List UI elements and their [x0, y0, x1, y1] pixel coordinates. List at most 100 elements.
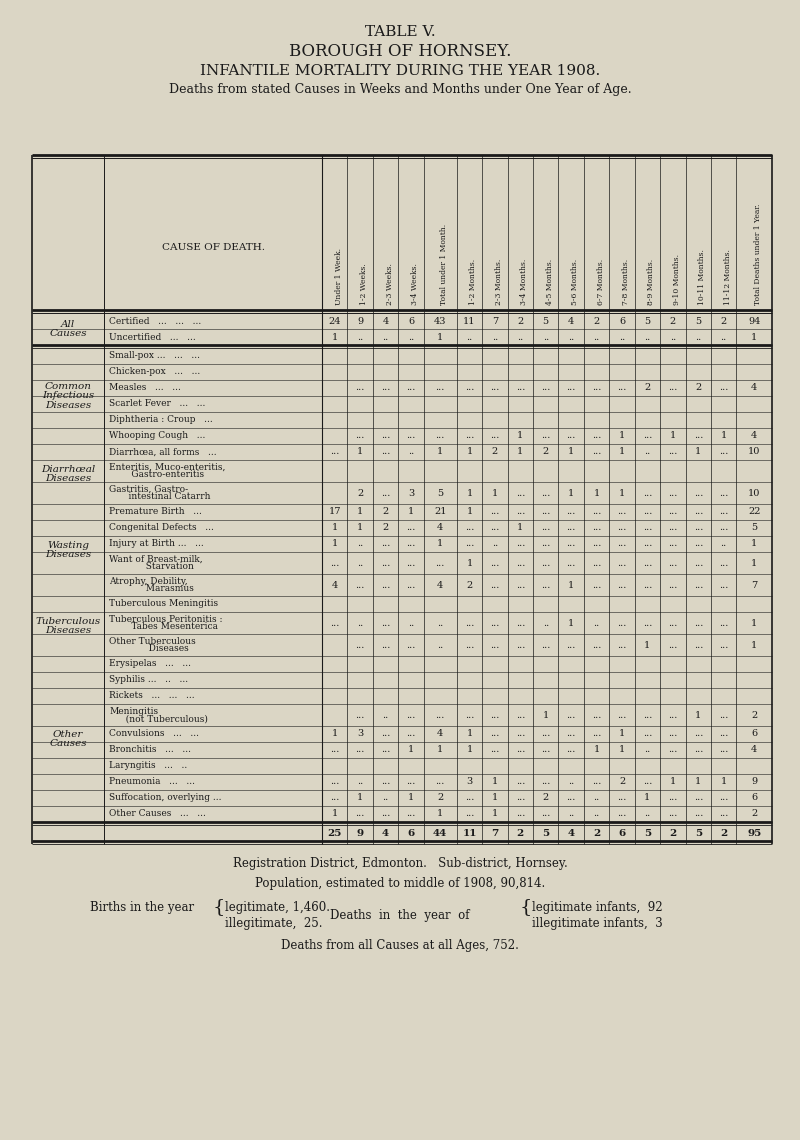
- Text: ..: ..: [357, 619, 363, 627]
- Text: 1: 1: [466, 448, 473, 456]
- Text: 1: 1: [619, 432, 625, 440]
- Text: 4: 4: [382, 317, 389, 326]
- Text: ..: ..: [466, 333, 473, 342]
- Text: 1: 1: [751, 333, 758, 342]
- Text: 1: 1: [568, 619, 574, 627]
- Text: ...: ...: [668, 539, 678, 548]
- Text: ...: ...: [668, 619, 678, 627]
- Text: illegitimate infants,  3: illegitimate infants, 3: [532, 917, 662, 929]
- Text: ...: ...: [516, 489, 525, 497]
- Text: 1: 1: [357, 523, 363, 532]
- Text: Diphtheria : Croup   ...: Diphtheria : Croup ...: [109, 415, 213, 424]
- Text: 10: 10: [748, 448, 760, 456]
- Text: 1: 1: [619, 489, 625, 497]
- Text: ...: ...: [330, 619, 339, 627]
- Text: 1-2 Weeks.: 1-2 Weeks.: [360, 263, 368, 306]
- Text: ...: ...: [694, 619, 703, 627]
- Text: ...: ...: [566, 507, 576, 516]
- Text: 4: 4: [567, 829, 574, 838]
- Text: 1: 1: [437, 746, 443, 755]
- Text: ...: ...: [406, 539, 416, 548]
- Text: ...: ...: [719, 641, 728, 650]
- Text: ...: ...: [381, 809, 390, 819]
- Text: 1: 1: [644, 641, 650, 650]
- Text: ...: ...: [694, 432, 703, 440]
- Text: Other Tuberculous: Other Tuberculous: [109, 636, 196, 645]
- Text: ...: ...: [490, 580, 499, 589]
- Text: ...: ...: [381, 580, 390, 589]
- Text: 1: 1: [408, 793, 414, 803]
- Text: Under 1 Week.: Under 1 Week.: [334, 249, 342, 306]
- Text: 5: 5: [695, 317, 702, 326]
- Text: ..: ..: [382, 333, 389, 342]
- Text: ...: ...: [381, 539, 390, 548]
- Text: 1: 1: [751, 619, 758, 627]
- Text: ...: ...: [668, 809, 678, 819]
- Text: ...: ...: [642, 539, 652, 548]
- Text: 1: 1: [331, 730, 338, 739]
- Text: ...: ...: [618, 507, 626, 516]
- Text: Enteritis, Muco-enteritis,: Enteritis, Muco-enteritis,: [109, 463, 226, 472]
- Text: ...: ...: [406, 777, 416, 787]
- Text: ...: ...: [516, 641, 525, 650]
- Text: ..: ..: [644, 746, 650, 755]
- Text: ...: ...: [694, 559, 703, 568]
- Text: ...: ...: [642, 507, 652, 516]
- Text: 2: 2: [492, 448, 498, 456]
- Text: 2: 2: [382, 507, 389, 516]
- Text: ...: ...: [592, 559, 602, 568]
- Text: 3: 3: [466, 777, 473, 787]
- Text: Meningitis: Meningitis: [109, 707, 158, 716]
- Text: ...: ...: [668, 559, 678, 568]
- Text: ...: ...: [694, 730, 703, 739]
- Text: 44: 44: [433, 829, 447, 838]
- Text: 4: 4: [751, 383, 758, 392]
- Text: 9: 9: [751, 777, 758, 787]
- Text: ...: ...: [381, 448, 390, 456]
- Text: 1: 1: [466, 730, 473, 739]
- Text: ...: ...: [618, 793, 626, 803]
- Text: ...: ...: [541, 489, 550, 497]
- Text: ..: ..: [357, 333, 363, 342]
- Text: 2: 2: [721, 317, 727, 326]
- Text: ...: ...: [435, 777, 445, 787]
- Text: 2: 2: [670, 829, 677, 838]
- Text: ...: ...: [592, 730, 602, 739]
- Text: ...: ...: [465, 432, 474, 440]
- Text: 1: 1: [331, 809, 338, 819]
- Text: ...: ...: [719, 809, 728, 819]
- Text: Gastro-enteritis: Gastro-enteritis: [117, 471, 204, 480]
- Text: 2-3 Months.: 2-3 Months.: [495, 259, 503, 306]
- Text: ...: ...: [516, 507, 525, 516]
- Text: 1: 1: [517, 448, 523, 456]
- Text: ...: ...: [566, 383, 576, 392]
- Text: ...: ...: [694, 489, 703, 497]
- Text: 2: 2: [357, 489, 363, 497]
- Text: Convulsions   ...   ...: Convulsions ... ...: [109, 730, 199, 739]
- Text: 4: 4: [437, 730, 443, 739]
- Text: 9: 9: [357, 317, 363, 326]
- Text: ...: ...: [618, 809, 626, 819]
- Text: ...: ...: [541, 809, 550, 819]
- Text: ...: ...: [490, 710, 499, 719]
- Text: ...: ...: [618, 383, 626, 392]
- Text: Small-pox ...   ...   ...: Small-pox ... ... ...: [109, 351, 200, 360]
- Text: ...: ...: [465, 641, 474, 650]
- Text: ..: ..: [542, 333, 549, 342]
- Text: ...: ...: [719, 730, 728, 739]
- Text: ...: ...: [642, 432, 652, 440]
- Text: ..: ..: [357, 777, 363, 787]
- Text: 3-4 Weeks.: 3-4 Weeks.: [411, 263, 419, 306]
- Text: legitimate infants,  92: legitimate infants, 92: [532, 901, 662, 913]
- Text: ...: ...: [516, 777, 525, 787]
- Text: 5-6 Months.: 5-6 Months.: [571, 259, 579, 306]
- Text: Atrophy, Debility,: Atrophy, Debility,: [109, 577, 188, 586]
- Text: 1: 1: [542, 710, 549, 719]
- Text: ...: ...: [719, 580, 728, 589]
- Text: 6: 6: [751, 793, 758, 803]
- Text: 2: 2: [542, 448, 549, 456]
- Text: Infectious: Infectious: [42, 391, 94, 400]
- Text: Chicken-pox   ...   ...: Chicken-pox ... ...: [109, 367, 200, 376]
- Text: ...: ...: [541, 432, 550, 440]
- Text: 1: 1: [568, 489, 574, 497]
